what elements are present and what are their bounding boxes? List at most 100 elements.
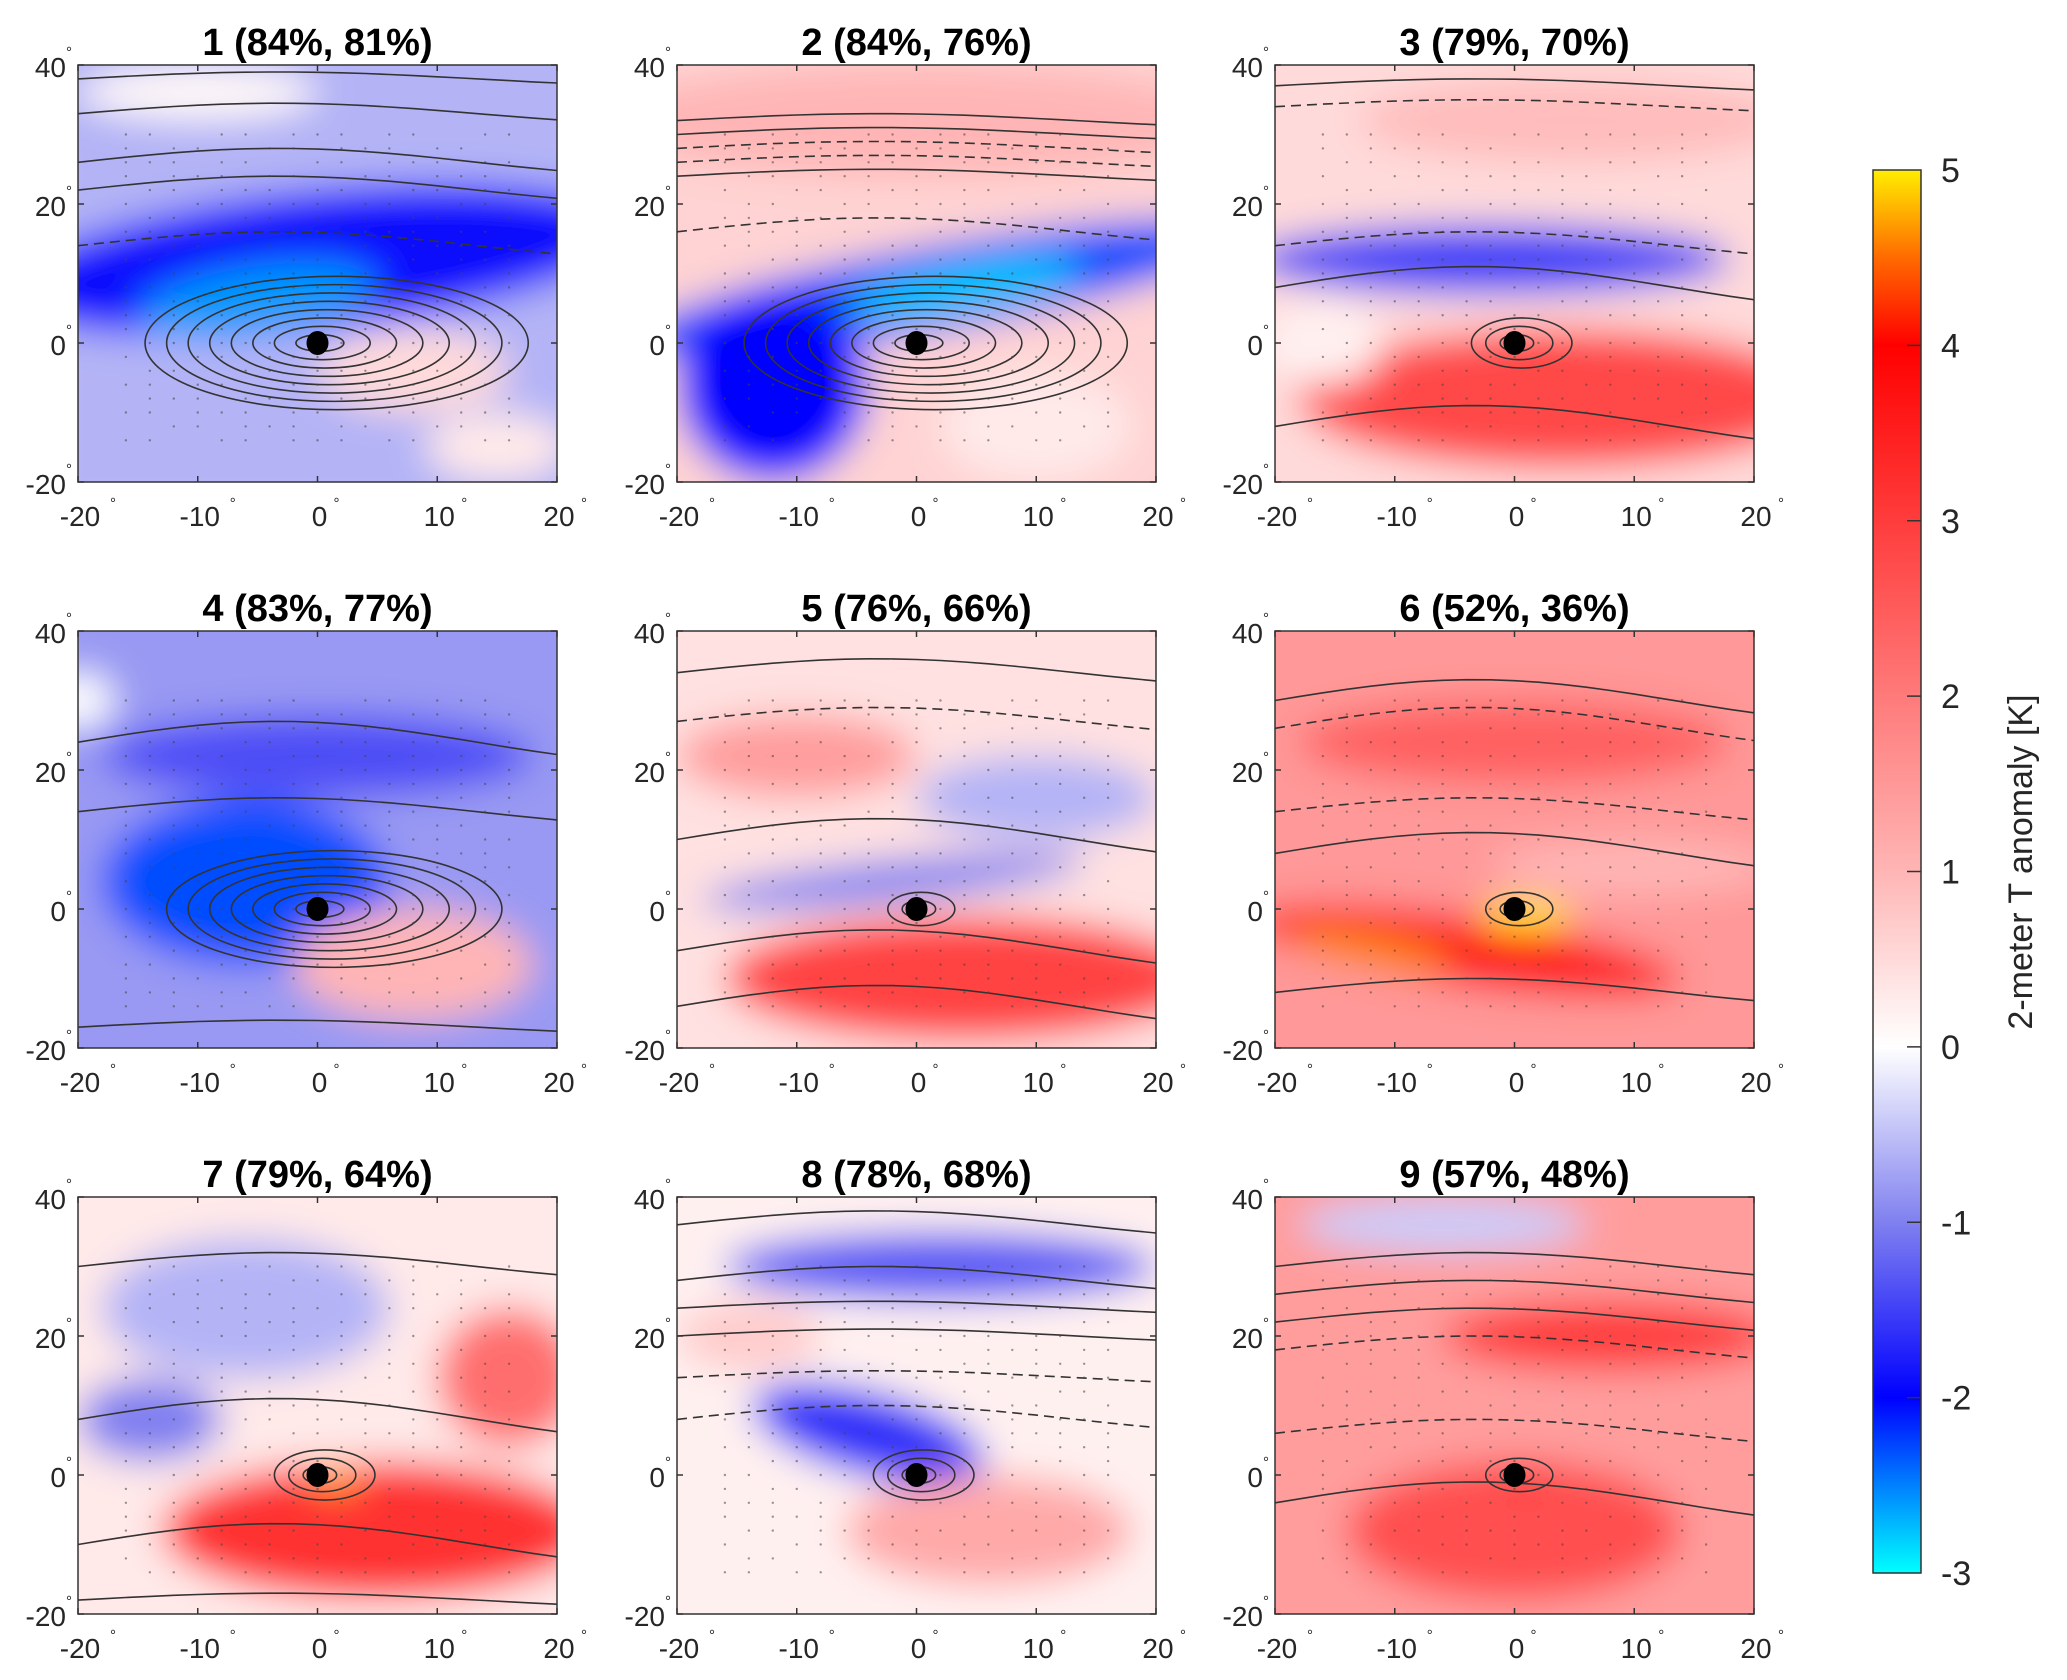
- contour: [273, 325, 371, 361]
- contour: [886, 1457, 956, 1493]
- degree-symbol: °: [334, 1061, 340, 1078]
- degree-symbol: °: [581, 1061, 587, 1078]
- degree-symbol: °: [1531, 1061, 1537, 1078]
- degree-symbol: °: [334, 1627, 340, 1644]
- degree-symbol: °: [709, 1627, 715, 1644]
- panel-title: 6 (52%, 36%): [1399, 588, 1629, 630]
- degree-symbol: °: [66, 749, 72, 766]
- contour: [230, 874, 424, 944]
- contour: [78, 1251, 557, 1276]
- significance-stipple: [124, 699, 511, 1008]
- degree-symbol: °: [230, 1627, 236, 1644]
- degree-symbol: °: [1263, 1593, 1269, 1610]
- degree-symbol: °: [1263, 1176, 1269, 1193]
- contour-lines: [677, 657, 1156, 1020]
- cyclone-center-marker: [905, 331, 928, 355]
- degree-symbol: °: [1427, 1627, 1433, 1644]
- degree-symbol: °: [66, 1027, 72, 1044]
- significance-stipple: [1321, 1265, 1708, 1574]
- contour: [677, 126, 1156, 140]
- x-tick-label: 0: [312, 1633, 328, 1664]
- cyclone-center-marker: [1503, 1463, 1526, 1487]
- contour: [1275, 831, 1754, 867]
- degree-symbol: °: [1060, 495, 1066, 512]
- x-tick-label: 20: [543, 1633, 574, 1664]
- x-tick-label: 10: [424, 501, 455, 532]
- degree-symbol: °: [709, 495, 715, 512]
- degree-symbol: °: [1778, 495, 1784, 512]
- x-tick-label: -20: [60, 1633, 100, 1664]
- degree-symbol: °: [66, 461, 72, 478]
- x-tick-label: -10: [779, 1067, 819, 1098]
- contour: [677, 112, 1156, 126]
- degree-symbol: °: [1658, 495, 1664, 512]
- anomaly-blob: [78, 672, 114, 729]
- degree-symbol: °: [665, 749, 671, 766]
- degree-symbol: °: [581, 495, 587, 512]
- panel-grid: -20 ° -10 ° 0 ° 10 ° 20 ° 40 ° 20 ° 0 ° -20 ° 1 (84%, 81%)…: [26, 22, 1784, 1664]
- panel-title: 8 (78%, 68%): [801, 1154, 1031, 1196]
- degree-symbol: °: [66, 610, 72, 627]
- degree-symbol: °: [829, 1061, 835, 1078]
- significance-stipple: [723, 1265, 1110, 1574]
- significance-stipple: [1321, 133, 1708, 442]
- x-tick-label: 10: [1023, 1633, 1054, 1664]
- degree-symbol: °: [66, 44, 72, 61]
- map-panel-6: -20 ° -10 ° 0 ° 10 ° 20 °40 °20 °0 °-20 °6 (52%, 36%): [1223, 588, 1784, 1098]
- significance-stipple: [1321, 699, 1708, 1008]
- degree-symbol: °: [66, 1593, 72, 1610]
- contour-lines: [1275, 78, 1754, 440]
- degree-symbol: °: [1180, 1061, 1186, 1078]
- contour: [677, 706, 1156, 731]
- degree-symbol: °: [1263, 461, 1269, 478]
- panel-title: 1 (84%, 81%): [202, 22, 432, 64]
- contour: [1275, 796, 1754, 821]
- contour-lines: [1275, 678, 1754, 1002]
- degree-symbol: °: [461, 1627, 467, 1644]
- panel-title: 9 (57%, 48%): [1399, 1154, 1629, 1196]
- panel-title: 5 (76%, 66%): [801, 588, 1031, 630]
- contour: [208, 300, 451, 386]
- degree-symbol: °: [1263, 183, 1269, 200]
- x-tick-label: 0: [1509, 501, 1525, 532]
- x-tick-label: -20: [659, 1067, 699, 1098]
- x-tick-label: 0: [312, 501, 328, 532]
- anomaly-blob: [1275, 224, 1730, 295]
- anomaly-blob: [1490, 839, 1754, 896]
- degree-symbol: °: [1778, 1061, 1784, 1078]
- y-tick-label: 0: [649, 1462, 665, 1493]
- y-tick-label: 0: [1247, 1462, 1263, 1493]
- degree-symbol: °: [461, 495, 467, 512]
- x-tick-label: -20: [1257, 1067, 1297, 1098]
- x-tick-label: 20: [543, 1067, 574, 1098]
- contour: [764, 283, 1102, 403]
- y-tick-label: 20: [634, 1323, 665, 1354]
- y-tick-label: 40: [1232, 618, 1263, 649]
- x-tick-label: -10: [180, 501, 220, 532]
- contour: [230, 308, 424, 378]
- contour: [1275, 1418, 1754, 1443]
- colorbar-tick-label: 2: [1941, 678, 1960, 716]
- contour: [786, 292, 1076, 394]
- contour: [1275, 706, 1754, 742]
- contour: [677, 657, 1156, 682]
- map-panel-5: -20 ° -10 ° 0 ° 10 ° 20 °40 °20 °0 °-20 °5 (76%, 66%): [625, 588, 1186, 1098]
- anomaly-blob: [1299, 329, 1754, 469]
- colorbar-tick-label: 4: [1941, 327, 1960, 365]
- degree-symbol: °: [66, 1176, 72, 1193]
- x-tick-label: -20: [659, 501, 699, 532]
- contour-lines: [78, 1251, 557, 1605]
- degree-symbol: °: [709, 1061, 715, 1078]
- contour: [287, 1457, 357, 1493]
- contour: [872, 325, 970, 361]
- contour: [273, 1449, 376, 1501]
- x-tick-label: 0: [911, 1633, 927, 1664]
- contour: [851, 317, 997, 369]
- y-tick-label: -20: [625, 1601, 665, 1632]
- x-tick-label: 10: [1621, 501, 1652, 532]
- x-tick-label: 10: [1621, 1067, 1652, 1098]
- contour: [829, 308, 1023, 378]
- x-tick-label: 20: [1740, 501, 1771, 532]
- degree-symbol: °: [1060, 1061, 1066, 1078]
- contour: [1275, 678, 1754, 714]
